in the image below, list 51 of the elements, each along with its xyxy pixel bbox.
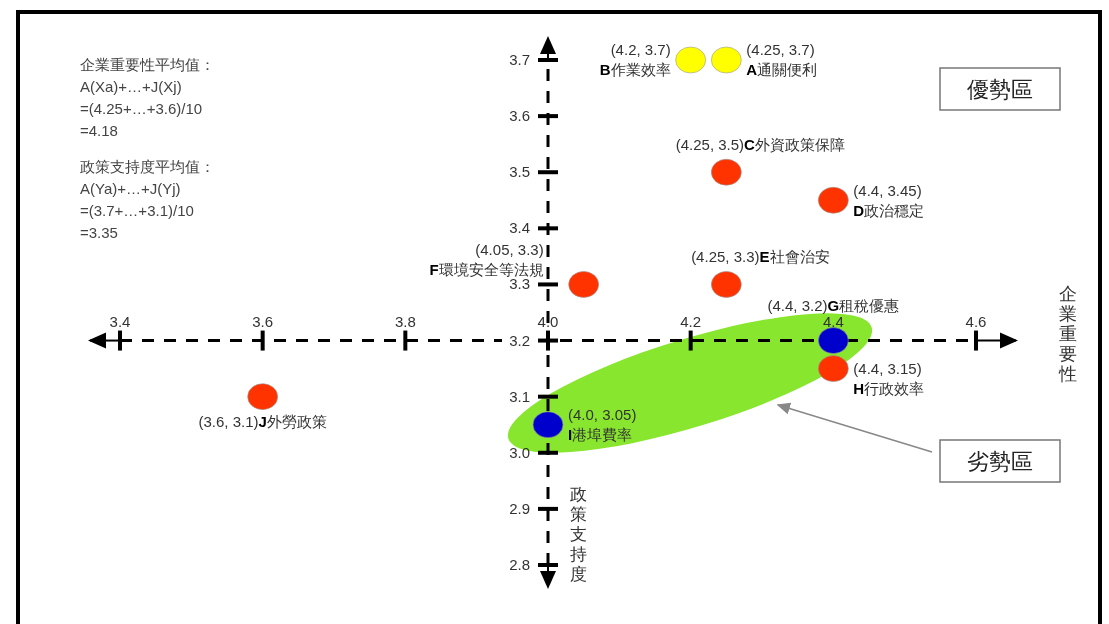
data-label: (4.4, 3.2) [767,296,828,314]
y-tick-label: 2.9 [509,499,530,517]
data-label: (4.25, 3.3) [691,248,760,266]
data-label: (4.05, 3.3) [475,241,544,259]
annotation: 劣勢區 [967,449,1033,474]
data-label: (4.25, 3.7) [746,41,815,58]
x-axis-title: 企業重要性 [1058,284,1077,384]
x-tick-label: 3.6 [252,312,274,330]
y-tick-label: 3.6 [509,107,530,125]
series-label: F環境安全等法規 [429,261,544,279]
series-label: E社會治安 [759,248,830,266]
y-axis-title: 政策支持度 [569,485,587,584]
point [532,411,564,439]
series-label: J外勞政策 [258,412,327,430]
series-label: B作業效率 [599,61,671,78]
point [711,158,742,186]
point [675,46,706,74]
x-tick-label: 4.0 [537,312,559,330]
series-label: A通關便利 [746,61,818,78]
data-label: (4.4, 3.45) [853,182,922,200]
x-tick-label: 3.8 [394,312,416,330]
point [568,271,599,298]
data-label: (4.25, 3.5) [675,136,745,154]
y-tick-label: 3.7 [509,51,530,68]
y-tick-label: 3.1 [509,387,530,405]
data-label: (4.0, 3.05) [568,405,637,423]
series-label: H行政效率 [853,379,925,397]
y-tick-label: 3.2 [509,331,530,349]
annotation: 企業重要性平均值： A(Xa)+…+J(Xj) =(4.25+…+3.6)/10 =4.18 [80,56,215,139]
y-tick-label: 3.5 [509,163,530,181]
series-label: G租稅優惠 [827,296,900,314]
y-tick-label: 3.4 [509,219,530,237]
point [818,327,849,354]
series-label: C外資政策保障 [744,136,845,154]
point [247,383,278,410]
data-label: (4.2, 3.7) [610,41,671,58]
point [818,355,849,382]
data-label: (4.4, 3.15) [853,359,922,377]
series-label: I港埠費率 [568,425,633,443]
annotation: 政策支持度平均值： A(Ya)+…+J(Yj) =(3.7+…+3.1)/10 =3.35 [80,158,215,241]
point [711,46,742,74]
data-label: (3.6, 3.1) [198,412,259,430]
x-tick-label: 4.2 [680,312,702,330]
annotation: 優勢區 [967,77,1033,102]
point [818,186,849,214]
y-tick-label: 2.8 [509,556,530,573]
point [711,271,742,298]
x-tick-label: 4.6 [965,312,987,330]
x-tick-label: 3.4 [109,312,131,330]
y-tick-label: 3.0 [509,443,530,461]
series-label: D政治穩定 [853,202,925,220]
